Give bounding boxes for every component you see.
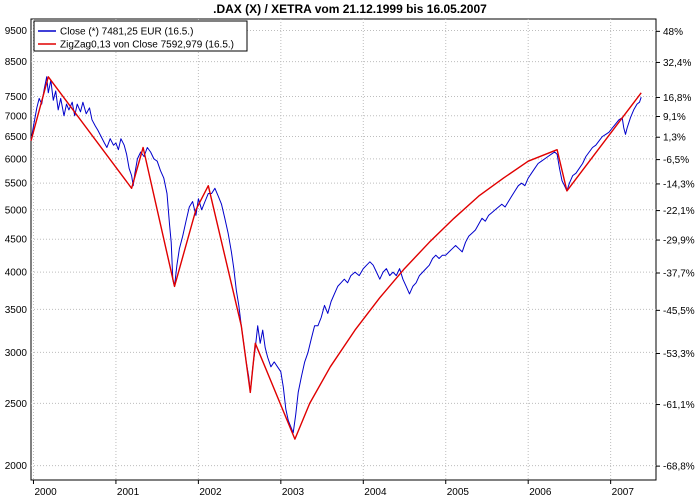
x-tick-label: 2000 xyxy=(34,487,57,498)
y-right-tick-label: -14,3% xyxy=(663,179,695,190)
y-axis-right: -68,8% -61,1% -53,3% -45,5% -37,7% -29,9% -22,… xyxy=(656,27,695,473)
y-tick-label: 2000 xyxy=(5,461,28,472)
y-tick-label: 4000 xyxy=(5,268,28,279)
chart-title: .DAX (X) / XETRA vom 21.12.1999 bis 16.0… xyxy=(213,2,487,16)
x-tick-label: 2002 xyxy=(199,487,222,498)
x-tick-label: 2007 xyxy=(612,487,635,498)
x-tick-label: 2005 xyxy=(447,487,470,498)
y-tick-label: 5500 xyxy=(5,179,28,190)
y-tick-label: 7500 xyxy=(5,92,28,103)
series-close-line xyxy=(30,76,642,434)
y-right-tick-label: 16,8% xyxy=(663,93,691,104)
plot-frame xyxy=(30,18,657,481)
y-tick-label: 3500 xyxy=(5,305,28,316)
plot-area xyxy=(30,76,642,440)
y-tick-label: 8500 xyxy=(5,57,28,68)
y-tick-label: 5000 xyxy=(5,205,28,216)
legend-box xyxy=(33,20,248,52)
y-right-tick-label: -37,7% xyxy=(663,268,695,279)
series-zigzag-line xyxy=(30,76,642,440)
y-tick-label: 7000 xyxy=(5,111,28,122)
x-tick-label: 2004 xyxy=(364,487,387,498)
y-right-tick-label: -53,3% xyxy=(663,349,695,360)
y-tick-label: 2500 xyxy=(5,399,28,410)
y-right-tick-label: -45,5% xyxy=(663,306,695,317)
x-tick-label: 2001 xyxy=(117,487,140,498)
x-tick-label: 2006 xyxy=(529,487,552,498)
legend-label: Close (*) 7481,25 EUR (16.5.) xyxy=(60,27,193,38)
y-right-tick-label: -6,5% xyxy=(663,155,689,166)
y-right-tick-label: 1,3% xyxy=(663,133,686,144)
legend: Close (*) 7481,25 EUR (16.5.) ZigZag0,13 … xyxy=(33,20,248,52)
y-right-tick-label: -68,8% xyxy=(663,462,695,473)
y-tick-label: 4500 xyxy=(5,235,28,246)
legend-label: ZigZag0,13 von Close 7592,979 (16.5.) xyxy=(60,40,234,51)
y-right-tick-label: 32,4% xyxy=(663,58,691,69)
y-right-tick-label: -29,9% xyxy=(663,236,695,247)
y-right-tick-label: 9,1% xyxy=(663,112,686,123)
x-axis: 2000 2001 2002 2003 2004 2005 2006 2007 xyxy=(32,480,635,498)
y-right-tick-label: -22,1% xyxy=(663,206,695,217)
x-tick-label: 2003 xyxy=(282,487,305,498)
y-tick-label: 9500 xyxy=(5,26,28,37)
y-axis-left: 2000 2500 3000 3500 4000 4500 5000 5500 6000 6500… xyxy=(5,26,28,472)
y-tick-label: 6000 xyxy=(5,154,28,165)
y-tick-label: 6500 xyxy=(5,132,28,143)
y-right-tick-label: 48% xyxy=(663,27,683,38)
y-right-tick-label: -61,1% xyxy=(663,400,695,411)
grid xyxy=(30,18,657,481)
y-tick-label: 3000 xyxy=(5,348,28,359)
